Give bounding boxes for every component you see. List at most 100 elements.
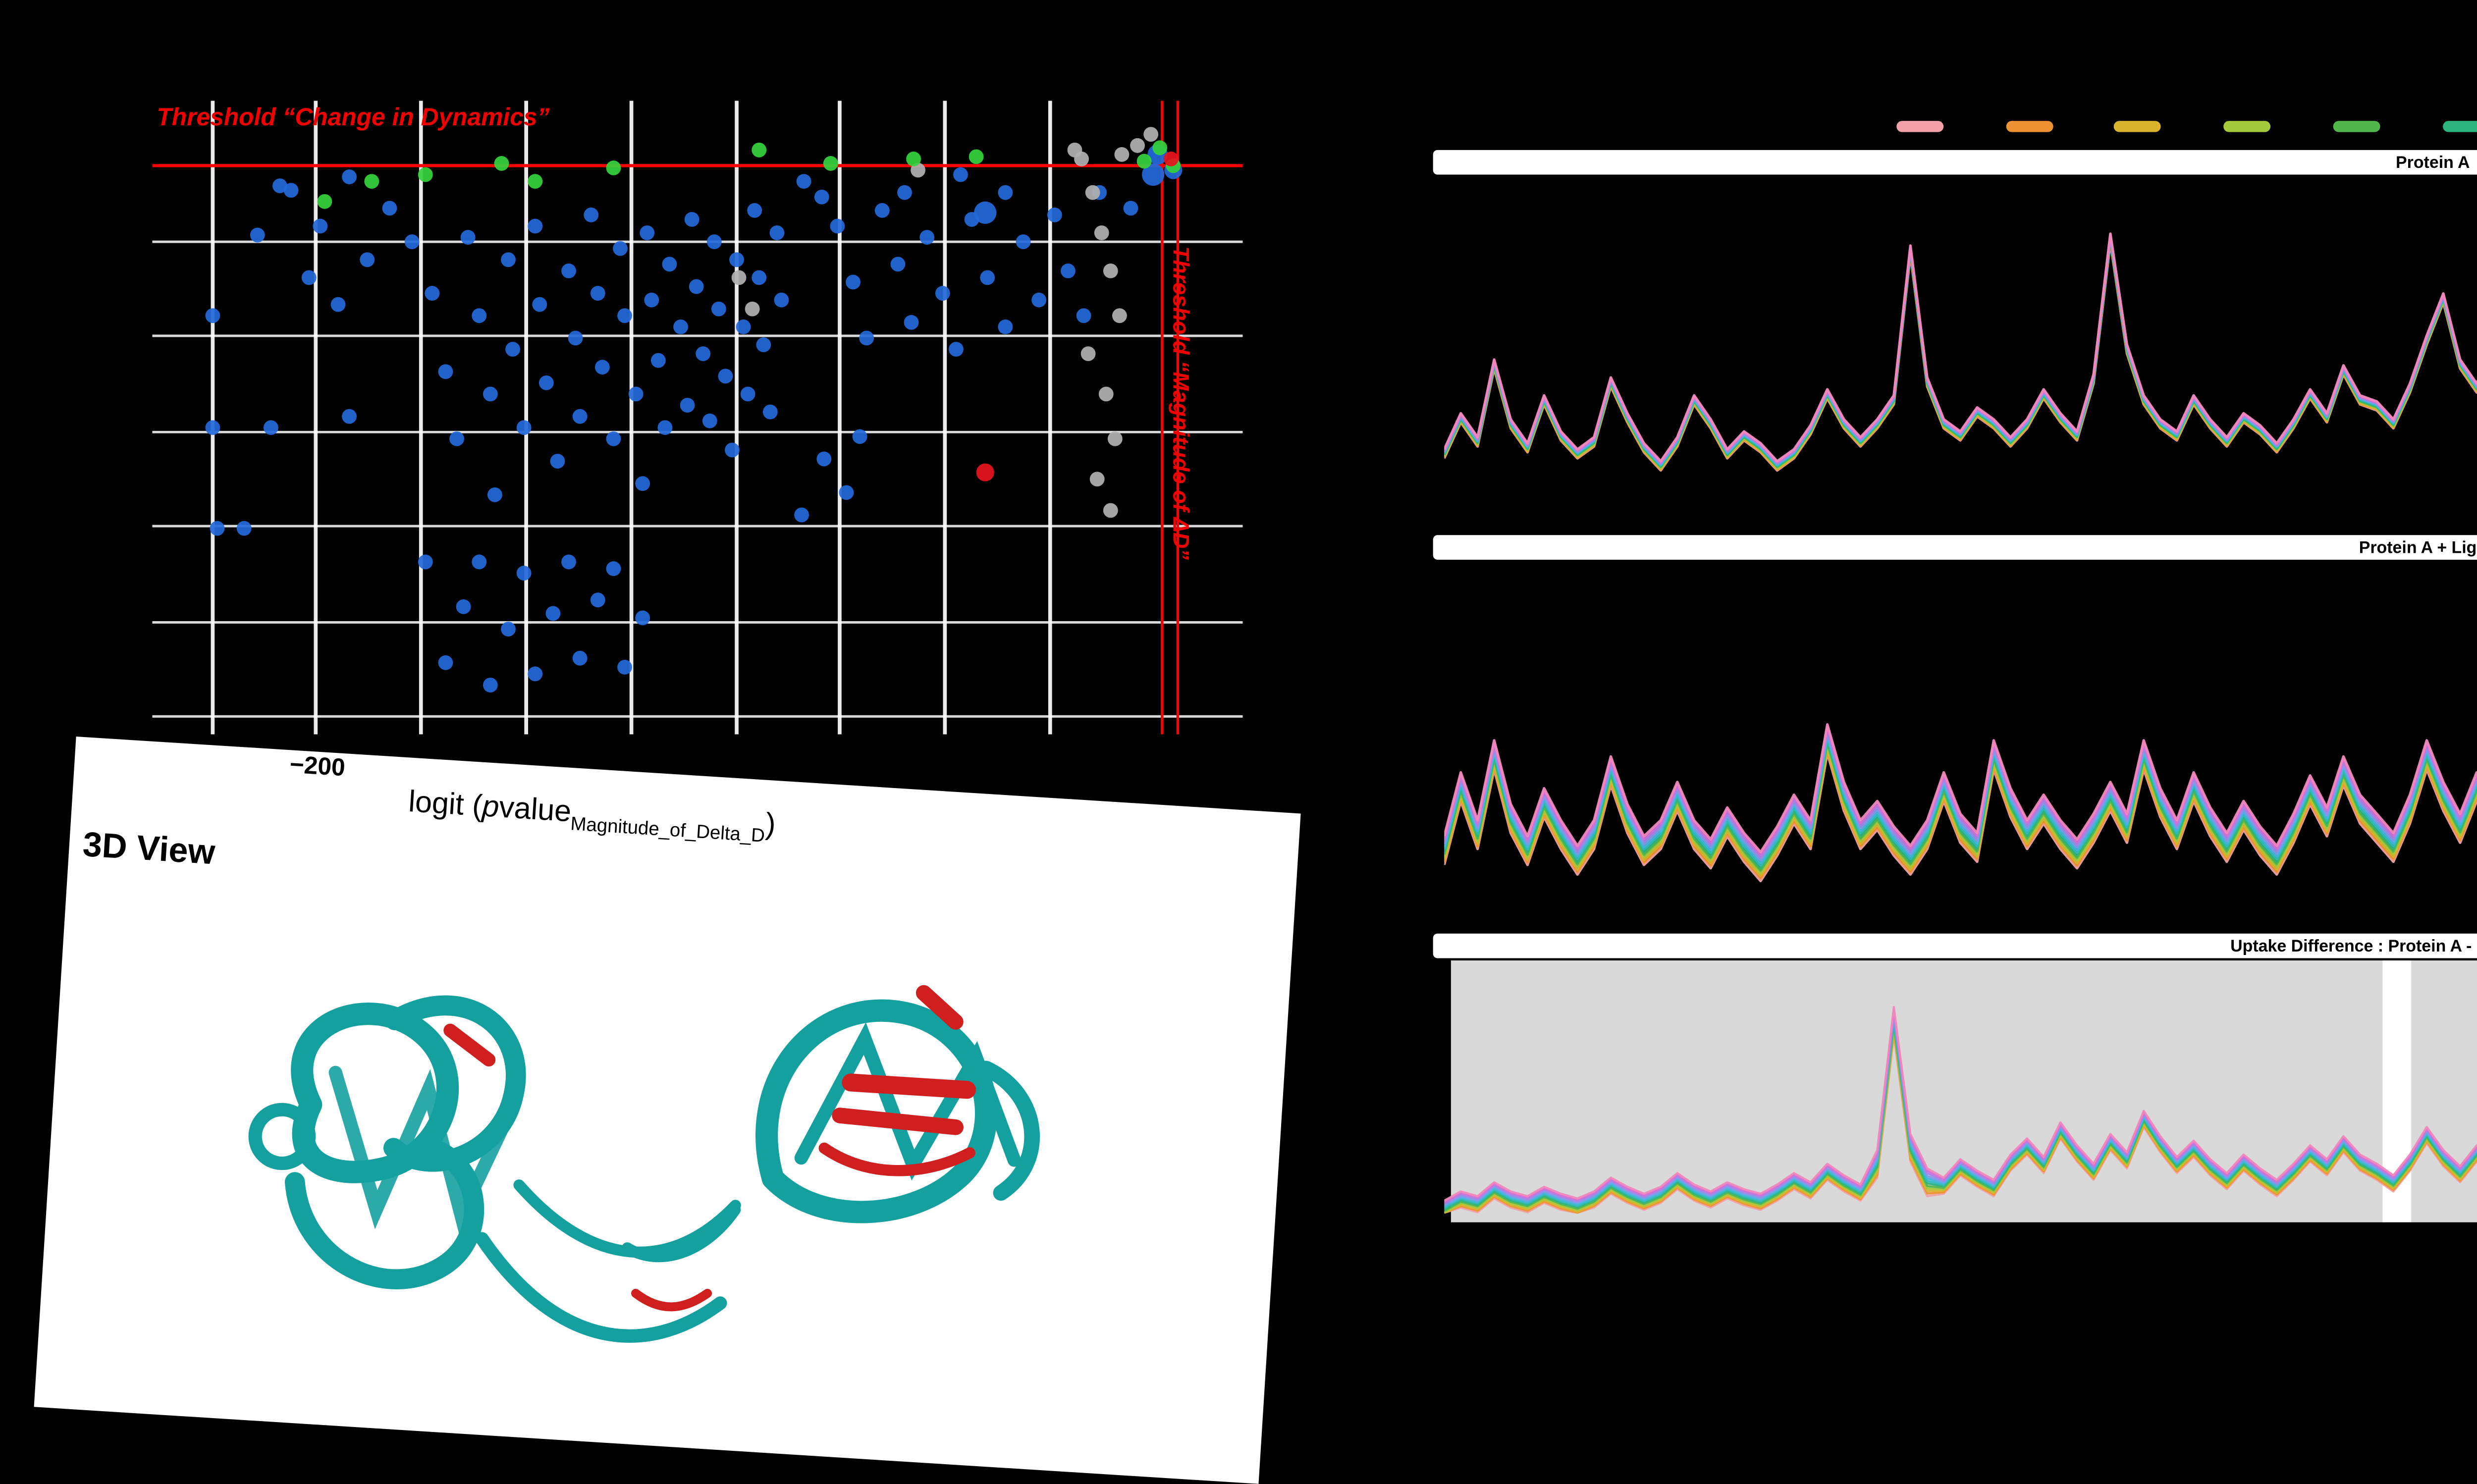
volcano-point-blue[interactable] [568, 330, 583, 346]
legend-swatch[interactable] [2333, 121, 2380, 131]
volcano-point-gray[interactable] [1089, 472, 1105, 487]
volcano-point-blue[interactable] [635, 476, 650, 491]
volcano-point-green[interactable] [606, 160, 621, 175]
volcano-point-blue[interactable] [935, 286, 950, 301]
volcano-point-blue[interactable] [438, 364, 453, 379]
volcano-point-green[interactable] [364, 174, 379, 189]
volcano-point-blue[interactable] [505, 342, 520, 357]
volcano-point-blue[interactable] [301, 270, 317, 285]
volcano-point-blue[interactable] [657, 420, 673, 435]
volcano-point-blue[interactable] [438, 655, 453, 670]
volcano-point-blue[interactable] [680, 398, 695, 413]
volcano-point-blue[interactable] [460, 230, 476, 245]
legend-swatch[interactable] [2005, 121, 2053, 131]
volcano-point-blue[interactable] [635, 610, 650, 626]
volcano-point-blue[interactable] [456, 599, 471, 614]
volcano-point-gray[interactable] [1143, 127, 1159, 142]
legend-swatch[interactable] [1896, 121, 1944, 131]
volcano-point-blue[interactable] [1142, 163, 1165, 186]
uptake-difference-chart[interactable] [1444, 960, 2477, 1222]
volcano-point-blue[interactable] [752, 270, 767, 285]
volcano-point-blue[interactable] [774, 292, 789, 308]
volcano-point-blue[interactable] [501, 622, 516, 636]
volcano-point-blue[interactable] [594, 360, 610, 375]
volcano-point-blue[interactable] [1047, 207, 1062, 222]
legend-swatch[interactable] [2442, 121, 2477, 131]
volcano-point-blue[interactable] [980, 270, 995, 285]
volcano-point-blue[interactable] [210, 521, 225, 536]
volcano-point-blue[interactable] [696, 346, 711, 362]
volcano-point-blue[interactable] [711, 301, 726, 317]
volcano-point-blue[interactable] [673, 319, 688, 334]
volcano-point-blue[interactable] [814, 189, 829, 205]
uptake-chart-protein-a-ligand[interactable] [1444, 564, 2477, 927]
volcano-point-blue[interactable] [769, 225, 785, 240]
volcano-point-blue[interactable] [418, 554, 433, 570]
volcano-plot[interactable] [152, 101, 1243, 739]
volcano-point-blue[interactable] [606, 431, 621, 446]
volcano-point-blue[interactable] [205, 308, 220, 323]
volcano-point-blue[interactable] [236, 521, 252, 536]
volcano-point-green[interactable] [752, 142, 767, 158]
volcano-point-blue[interactable] [974, 201, 997, 224]
volcano-point-gray[interactable] [1094, 225, 1109, 240]
volcano-point-green[interactable] [1136, 154, 1152, 169]
volcano-point-gray[interactable] [1107, 431, 1123, 446]
volcano-point-gray[interactable] [1098, 386, 1114, 402]
volcano-point-blue[interactable] [487, 487, 502, 502]
volcano-point-blue[interactable] [342, 169, 357, 184]
volcano-point-blue[interactable] [1123, 201, 1138, 216]
volcano-point-blue[interactable] [640, 225, 655, 240]
volcano-point-blue[interactable] [606, 561, 621, 576]
volcano-point-blue[interactable] [360, 252, 375, 267]
volcano-point-blue[interactable] [1031, 292, 1047, 308]
volcano-point-gray[interactable] [1130, 138, 1145, 153]
volcano-point-blue[interactable] [584, 207, 599, 222]
volcano-point-gray[interactable] [1112, 308, 1127, 323]
volcano-point-blue[interactable] [205, 420, 220, 435]
volcano-point-blue[interactable] [516, 420, 532, 435]
volcano-point-blue[interactable] [904, 315, 919, 330]
volcano-point-green[interactable] [528, 174, 543, 189]
volcano-point-blue[interactable] [528, 666, 543, 682]
volcano-point-blue[interactable] [998, 185, 1013, 200]
volcano-point-gray[interactable] [1114, 147, 1130, 162]
volcano-point-blue[interactable] [736, 319, 751, 334]
volcano-point-blue[interactable] [1016, 234, 1031, 250]
uptake-chart-protein-a[interactable] [1444, 179, 2477, 520]
volcano-point-blue[interactable] [702, 413, 717, 428]
volcano-point-blue[interactable] [250, 227, 265, 243]
volcano-point-blue[interactable] [846, 274, 861, 290]
volcano-point-blue[interactable] [313, 218, 328, 234]
volcano-point-gray[interactable] [1103, 503, 1118, 518]
volcano-point-blue[interactable] [483, 678, 498, 692]
volcano-point-blue[interactable] [762, 404, 778, 420]
volcano-point-green[interactable] [418, 167, 433, 182]
volcano-point-blue[interactable] [953, 167, 968, 182]
volcano-point-blue[interactable] [852, 429, 867, 444]
volcano-point-blue[interactable] [449, 431, 464, 446]
volcano-point-blue[interactable] [740, 386, 755, 402]
volcano-point-blue[interactable] [684, 212, 700, 227]
volcano-point-blue[interactable] [425, 286, 440, 301]
volcano-point-blue[interactable] [1076, 308, 1091, 323]
volcano-point-blue[interactable] [725, 442, 740, 458]
volcano-point-gray[interactable] [731, 270, 747, 285]
volcano-point-blue[interactable] [342, 409, 357, 424]
volcano-point-blue[interactable] [756, 337, 771, 352]
legend-swatch[interactable] [2223, 121, 2271, 131]
volcano-point-blue[interactable] [729, 252, 744, 267]
volcano-point-blue[interactable] [617, 659, 632, 675]
volcano-point-green[interactable] [494, 156, 509, 171]
volcano-point-blue[interactable] [613, 241, 628, 256]
volcano-point-blue[interactable] [794, 507, 809, 523]
protein-ribbon-3d[interactable] [158, 878, 1151, 1464]
volcano-point-blue[interactable] [545, 606, 561, 621]
volcano-point-gray[interactable] [1103, 263, 1118, 278]
volcano-point-blue[interactable] [874, 203, 890, 218]
volcano-point-blue[interactable] [890, 257, 906, 272]
volcano-point-green[interactable] [823, 156, 838, 171]
volcano-point-red[interactable] [976, 463, 994, 481]
volcano-point-blue[interactable] [516, 566, 532, 581]
volcano-point-green[interactable] [906, 151, 921, 166]
